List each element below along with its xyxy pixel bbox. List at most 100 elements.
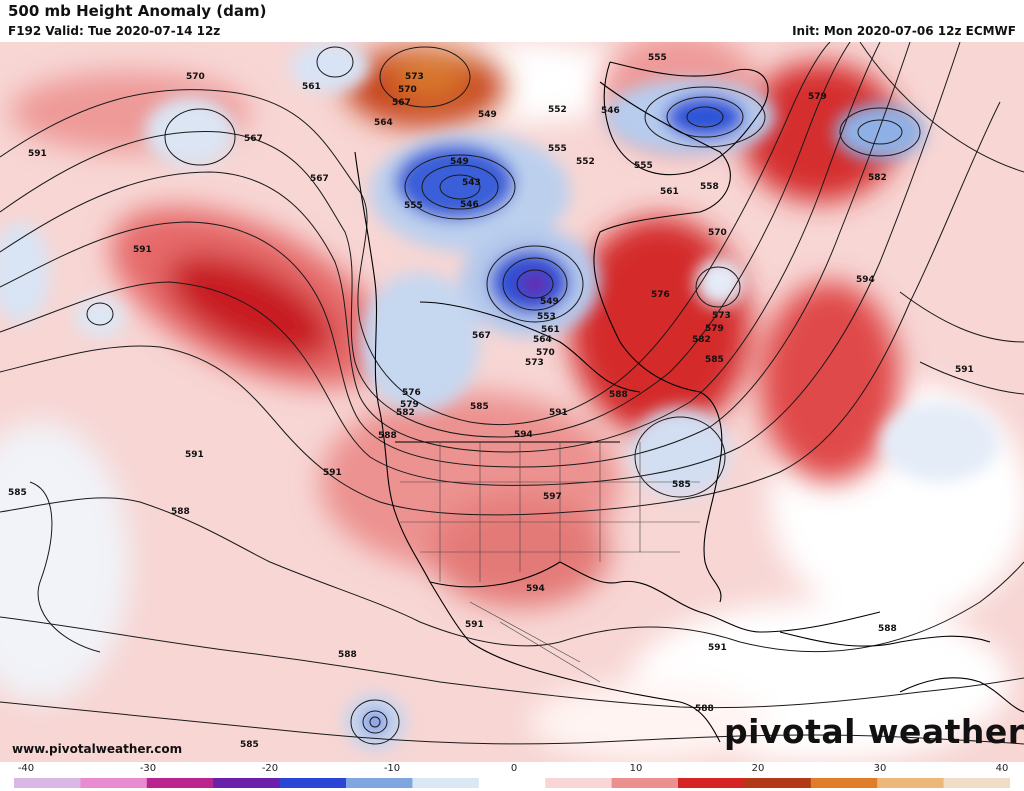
contour-label: 591 — [133, 245, 152, 255]
low-contour — [316, 46, 354, 78]
coastlines — [354, 61, 1024, 743]
contour-label: 591 — [323, 468, 342, 478]
contour-line — [859, 42, 1024, 173]
contour-label: 567 — [472, 331, 491, 341]
contour-line — [0, 701, 1024, 745]
contour-label: 553 — [537, 312, 556, 322]
colorbar-swatch — [877, 778, 945, 788]
contour-line — [0, 42, 881, 453]
contour-label: 594 — [856, 275, 875, 285]
contour-label: 552 — [576, 157, 595, 167]
contour-line — [919, 361, 1024, 395]
gulf-coast — [559, 561, 881, 633]
contour-label: 576 — [402, 388, 421, 398]
west-coast — [354, 151, 721, 743]
contour-label: 582 — [868, 173, 887, 183]
east-coast — [593, 81, 731, 603]
low-contour — [695, 266, 741, 308]
low-contour — [86, 302, 114, 326]
caribbean — [779, 631, 991, 647]
contour-label: 564 — [374, 118, 393, 128]
contour-label: 555 — [404, 201, 423, 211]
colorbar-swatch — [279, 778, 347, 788]
south-america-coast — [899, 677, 1024, 713]
contour-line — [0, 42, 851, 438]
contour-label: 546 — [601, 106, 620, 116]
colorbar-tick-label: -40 — [17, 763, 35, 774]
contour-label: 585 — [470, 402, 489, 412]
contour-label: 555 — [634, 161, 653, 171]
us-mexico-border — [429, 561, 561, 588]
contour-label: 573 — [405, 72, 424, 82]
contour-label: 549 — [450, 157, 469, 167]
contour-label: 573 — [525, 358, 544, 368]
colorbar-tick-label: -10 — [383, 763, 401, 774]
contour-label: 588 — [378, 431, 397, 441]
contour-label: 591 — [549, 408, 568, 418]
contour-label: 558 — [700, 182, 719, 192]
colorbar-swatch — [943, 778, 1010, 788]
website-label: www.pivotalweather.com — [12, 742, 183, 756]
contour-label: 579 — [808, 92, 827, 102]
positive-anomalies — [10, 42, 900, 607]
init-time: Init: Mon 2020-07-06 12z ECMWF — [792, 24, 1016, 38]
contour-label: 561 — [660, 187, 679, 197]
contour-line — [0, 42, 961, 486]
contour-label: 561 — [541, 325, 560, 335]
colorbar-tick-label: 30 — [873, 763, 887, 774]
colorbar-swatch — [744, 778, 812, 788]
contour-label: 588 — [695, 704, 714, 714]
contour-label: 588 — [878, 624, 897, 634]
low-contour — [634, 416, 726, 498]
high-contour — [379, 46, 471, 108]
contour-label: 585 — [240, 740, 259, 750]
contour-label: 591 — [708, 643, 727, 653]
closed-lows — [86, 46, 921, 745]
canada-border — [419, 301, 641, 393]
colorbar-swatch — [810, 778, 878, 788]
contour-label: 585 — [672, 480, 691, 490]
header-bar: 500 mb Height Anomaly (dam) F192 Valid: … — [0, 0, 1024, 42]
colorbar-tick-label: 20 — [751, 763, 765, 774]
contour-label: 588 — [609, 390, 628, 400]
contour-label: 585 — [8, 488, 27, 498]
contour-label: 594 — [526, 584, 545, 594]
contour-line — [0, 42, 831, 426]
colorbar — [14, 778, 1010, 788]
colorbar-swatch — [478, 778, 546, 788]
contour-line — [0, 497, 1024, 653]
contour-label: 579 — [400, 400, 419, 410]
height-contours — [0, 42, 1024, 745]
contour-label: 591 — [465, 620, 484, 630]
colorbar-swatch — [80, 778, 148, 788]
low-contour — [666, 96, 744, 138]
low-contour — [350, 699, 400, 745]
contour-label: 591 — [185, 450, 204, 460]
contour-label: 549 — [478, 110, 497, 120]
low-contour — [439, 174, 481, 200]
contour-label: 546 — [460, 200, 479, 210]
low-contour — [686, 106, 724, 128]
low-contour — [404, 154, 516, 220]
contour-label: 570 — [536, 348, 555, 358]
contour-label: 567 — [392, 98, 411, 108]
contour-line — [0, 101, 1001, 516]
low-contour — [857, 119, 903, 145]
contour-line — [0, 42, 911, 468]
low-contour — [421, 164, 499, 210]
low-contour — [502, 257, 568, 311]
contour-label: 549 — [540, 297, 559, 307]
contour-label: 570 — [398, 85, 417, 95]
low-contour — [516, 269, 554, 299]
contour-label: 594 — [514, 430, 533, 440]
contour-line — [899, 291, 1024, 343]
low-contour — [362, 710, 388, 734]
contour-label: 567 — [244, 134, 263, 144]
contour-label: 597 — [543, 492, 562, 502]
contour-label: 582 — [396, 408, 415, 418]
map-title: 500 mb Height Anomaly (dam) — [8, 2, 267, 20]
colorbar-tick-label: 0 — [510, 763, 518, 774]
contour-label: 564 — [533, 335, 552, 345]
colorbar-swatch — [213, 778, 281, 788]
